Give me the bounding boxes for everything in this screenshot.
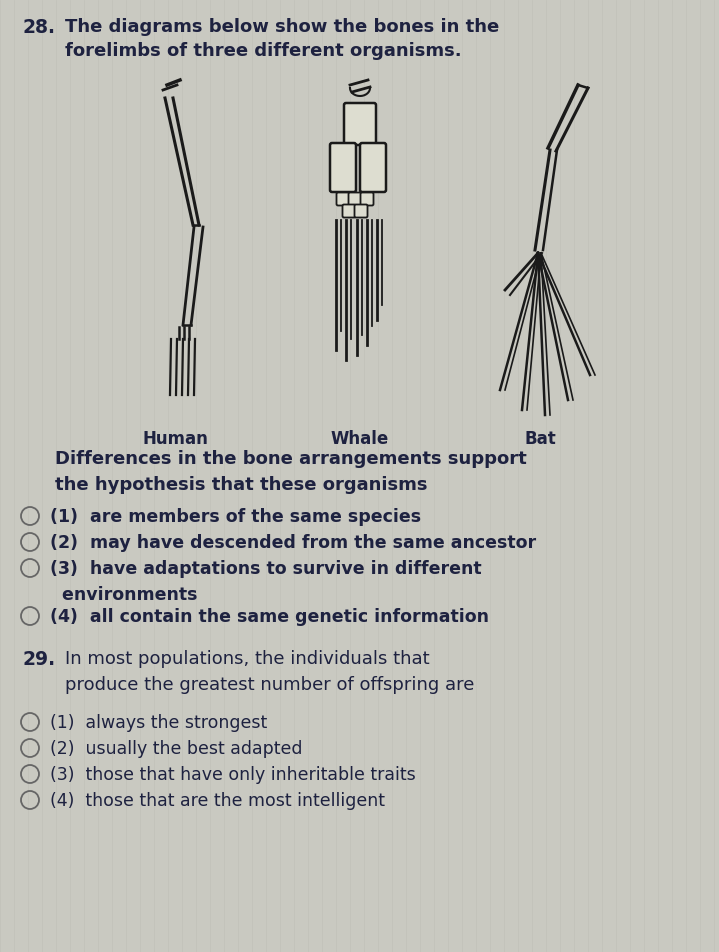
Text: forelimbs of three different organisms.: forelimbs of three different organisms. — [65, 42, 462, 60]
Text: 28.: 28. — [22, 18, 55, 37]
FancyBboxPatch shape — [360, 143, 386, 192]
Text: In most populations, the individuals that: In most populations, the individuals tha… — [65, 650, 430, 668]
Text: The diagrams below show the bones in the: The diagrams below show the bones in the — [65, 18, 499, 36]
Text: Bat: Bat — [524, 430, 556, 448]
Text: (3)  have adaptations to survive in different: (3) have adaptations to survive in diffe… — [50, 560, 482, 578]
Text: (3)  those that have only inheritable traits: (3) those that have only inheritable tra… — [50, 766, 416, 784]
Text: (1)  always the strongest: (1) always the strongest — [50, 714, 267, 732]
Text: produce the greatest number of offspring are: produce the greatest number of offspring… — [65, 676, 475, 694]
FancyBboxPatch shape — [360, 192, 373, 206]
Text: (4)  those that are the most intelligent: (4) those that are the most intelligent — [50, 792, 385, 810]
Text: 29.: 29. — [22, 650, 55, 669]
Text: (1)  are members of the same species: (1) are members of the same species — [50, 508, 421, 526]
Text: Whale: Whale — [331, 430, 389, 448]
FancyBboxPatch shape — [344, 103, 376, 145]
FancyBboxPatch shape — [342, 205, 355, 217]
Text: (2)  usually the best adapted: (2) usually the best adapted — [50, 740, 303, 758]
Text: Human: Human — [142, 430, 208, 448]
FancyBboxPatch shape — [336, 192, 349, 206]
Text: (4)  all contain the same genetic information: (4) all contain the same genetic informa… — [50, 608, 489, 626]
FancyBboxPatch shape — [349, 192, 362, 206]
Text: environments: environments — [50, 586, 198, 604]
Text: the hypothesis that these organisms: the hypothesis that these organisms — [55, 476, 428, 494]
FancyBboxPatch shape — [330, 143, 356, 192]
FancyBboxPatch shape — [354, 205, 367, 217]
Text: Differences in the bone arrangements support: Differences in the bone arrangements sup… — [55, 450, 527, 468]
Text: (2)  may have descended from the same ancestor: (2) may have descended from the same anc… — [50, 534, 536, 552]
